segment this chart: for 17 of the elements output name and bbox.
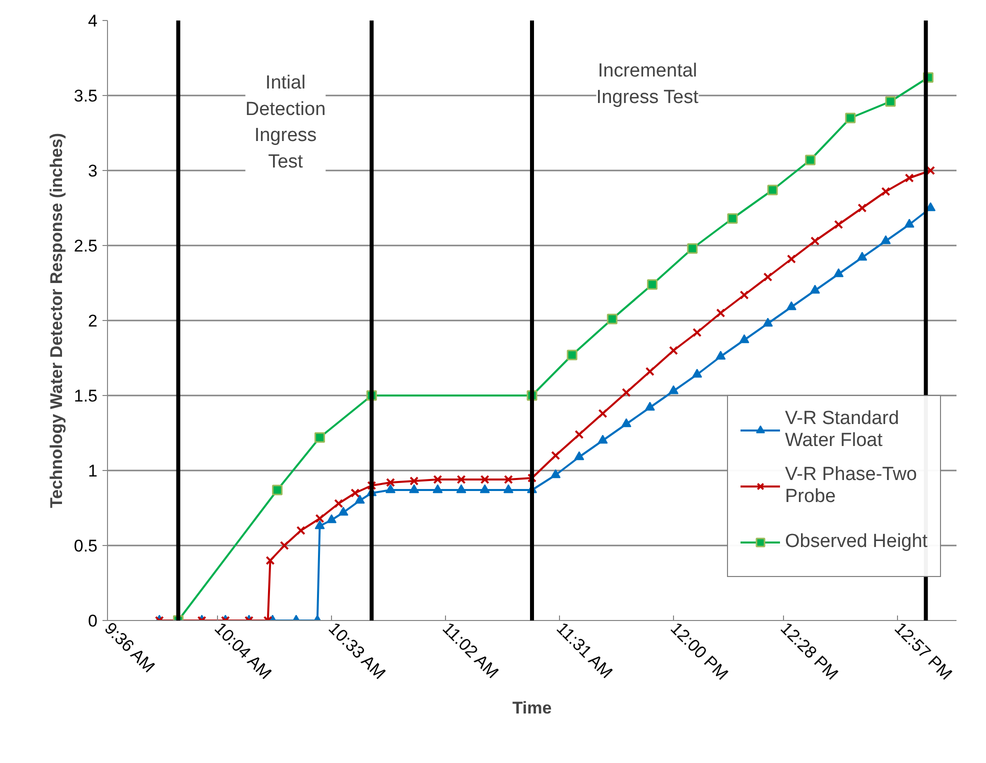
y-tick-label: 3.5 (74, 86, 98, 106)
x-axis-title: Time (512, 698, 552, 718)
legend-label: V-R Phase-Two Probe (785, 464, 917, 508)
y-tick-label: 2.5 (74, 236, 98, 256)
y-axis-title: Technology Water Detector Response (inches) (46, 132, 66, 508)
y-tick-label: 1 (88, 462, 98, 480)
annotation: Incremental Ingress Test (596, 60, 700, 108)
annotation: Intial Detection Ingress Test (245, 72, 326, 172)
y-tick-label: 0.5 (74, 536, 98, 556)
y-tick-label: 4 (88, 12, 98, 30)
y-tick-label: 2 (88, 312, 98, 330)
y-tick-label: 3 (88, 162, 98, 180)
legend-label: V-R Standard Water Float (785, 408, 900, 452)
y-tick-label: 0 (88, 612, 98, 630)
legend-label: Observed Height (785, 530, 928, 554)
y-tick-label: 1.5 (74, 386, 98, 406)
x-tick-label: 9:36 AM (100, 618, 158, 676)
